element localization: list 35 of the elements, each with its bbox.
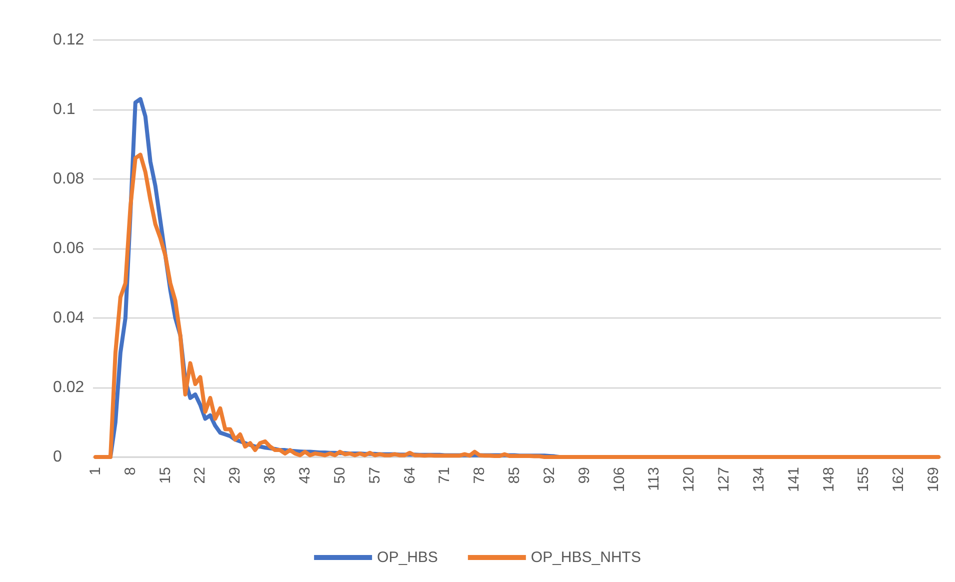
x-tick-label: 64: [401, 467, 418, 484]
x-tick-label: 155: [855, 467, 872, 492]
x-tick-label: 50: [331, 467, 348, 484]
y-tick-label: 0.1: [53, 101, 76, 118]
x-tick-label: 127: [716, 467, 733, 492]
x-tick-label: 36: [262, 467, 279, 484]
x-tick-label: 141: [785, 467, 802, 492]
x-tick-label: 29: [226, 467, 244, 484]
x-tick-label: 22: [192, 467, 209, 484]
x-tick-label: 1: [86, 467, 104, 476]
x-tick-label: 162: [890, 467, 908, 492]
legend-label: OP_HBS_NHTS: [530, 549, 641, 566]
y-tick-label: 0.02: [53, 379, 84, 396]
legend-label: OP_HBS: [377, 549, 438, 566]
y-tick-label: 0.04: [53, 310, 84, 326]
y-tick-label: 0: [53, 448, 62, 466]
x-tick-label: 8: [122, 467, 139, 476]
y-tick-label: 0.06: [53, 240, 84, 257]
y-tick-label: 0.12: [53, 32, 84, 48]
x-tick-label: 92: [540, 467, 558, 484]
x-tick-label: 113: [646, 467, 663, 491]
x-tick-label: 15: [156, 467, 174, 484]
x-tick-label: 148: [820, 467, 838, 492]
x-tick-label: 85: [506, 467, 524, 484]
line-series: [93, 152, 941, 459]
x-tick-label: 120: [680, 467, 698, 492]
x-tick-label: 78: [471, 467, 488, 484]
x-tick-label: 134: [750, 467, 768, 492]
x-tick-label: 106: [610, 467, 628, 492]
x-tick-label: 57: [366, 467, 384, 484]
x-tick-label: 99: [576, 467, 593, 484]
x-tick-label: 169: [925, 467, 942, 492]
y-tick-label: 0.08: [53, 170, 84, 188]
x-tick-label: 43: [296, 467, 314, 484]
x-tick-label: 71: [436, 467, 454, 484]
